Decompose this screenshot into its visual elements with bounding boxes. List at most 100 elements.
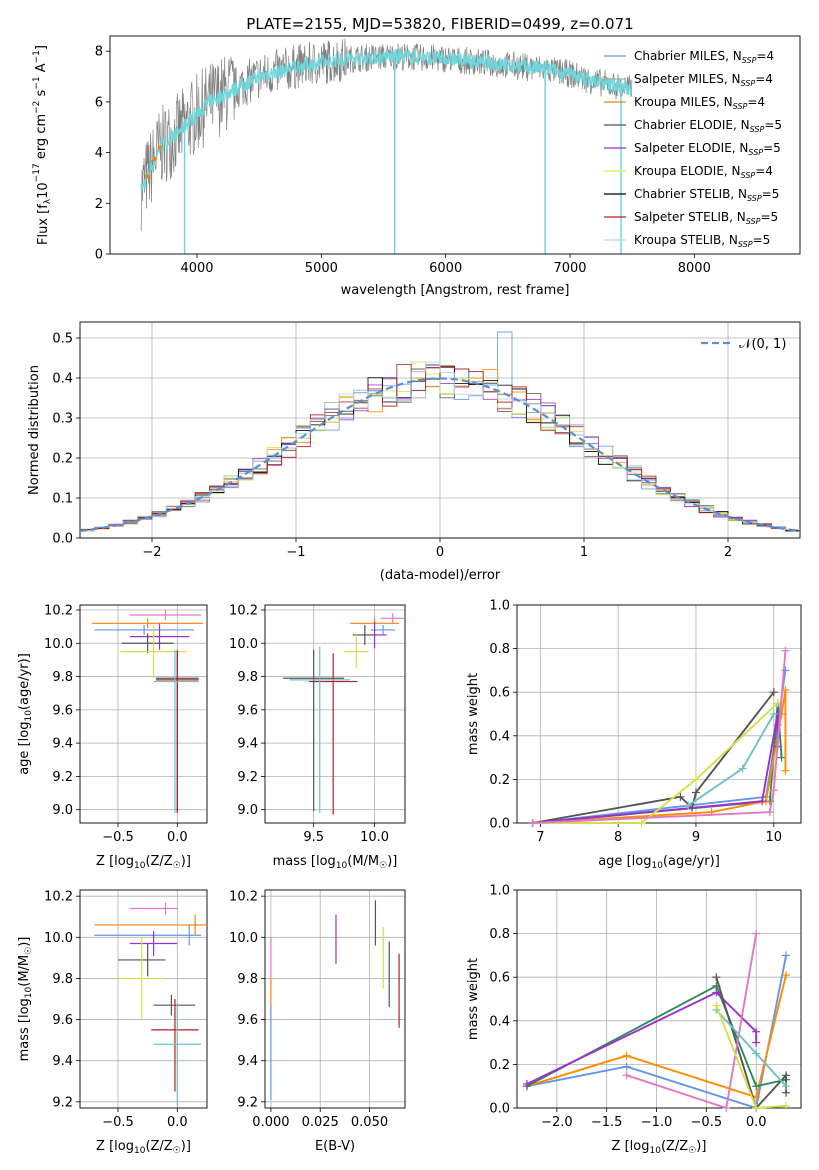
spectrum-chart: 4000 5000 6000 7000 8000 0 2 4 6 8 wavelength [Ang… [32,35,801,298]
legend-value: =4 [756,49,774,63]
y-label-part: −1 [32,50,42,63]
x-tick-label: −0.5 [102,830,134,845]
legend-label: Chabrier ELODIE, N [634,118,750,132]
label-subscript: ☉ [173,1146,181,1156]
label-part: (M/M [17,955,32,987]
legend-sub: SSP [747,194,762,203]
legend-sub: SSP [748,148,763,157]
label-part: age [log [598,854,651,869]
x-axis-label: Z [log10(Z/Z☉)] [96,1139,191,1156]
y-tick-label: 0.2 [489,773,510,788]
legend-value: =5 [760,210,778,224]
x-axis-label: Z [log10(Z/Z☉)] [96,854,191,871]
y-tick-label: 2 [95,197,103,212]
y-tick-label: 9.6 [237,703,258,718]
x-tick-label: 8000 [678,261,711,276]
plots-container: 4000 5000 6000 7000 8000 0 2 4 6 8 wavelength [Ang… [17,35,802,1156]
legend-sub: SSP [746,217,761,226]
mass_weight_vs_Z-chart: −2.0 −1.5 −1.0 −0.5 0.0 0.0 0.2 0.4 0.6 0.8 1.0 Z [… [466,884,802,1156]
legend-label: Salpeter STELIB, N [634,210,746,224]
y-tick-label: 9.2 [237,770,258,785]
x-tick-label: 0.000 [252,1115,289,1130]
label-subscript: 10 [134,1146,146,1156]
legend-label: Chabrier STELIB, N [634,187,747,201]
y-tick-label: 9.2 [237,1095,258,1110]
y-tick-label: 10.0 [229,637,258,652]
label-part: (Z/Z [661,1139,688,1154]
y-axis-label: Flux [fλ10−17 erg cm−2 s−1 A−1] [32,45,53,245]
y-tick-label: 9.8 [237,972,258,987]
y-tick-label: 10.0 [44,931,73,946]
legend-value: =4 [747,95,765,109]
axes-frame [109,35,801,255]
y-axis-label: Normed distribution [27,365,42,495]
x-axis-label: (data-model)/error [380,568,501,583]
y-tick-label: 0.3 [52,412,73,427]
weight-series-line [526,974,787,1099]
gaussian-curve [79,377,801,533]
label-part: (age/yr)] [663,854,720,869]
x-axis-label: E(B-V) [315,1139,355,1154]
label-part: )] [696,1139,706,1154]
x-tick-label: 10 [765,830,782,845]
legend-entry: Kroupa ELODIE, NSSP=4 [634,164,773,180]
label-part: age [log [17,722,32,775]
x-tick-label: −2.0 [541,1115,573,1130]
axes-frame [516,889,802,1109]
x-tick-label: 0 [436,545,444,560]
legend-sub: SSP [741,79,756,88]
mass_vs_Z-chart: −0.5 0.09.29.49.69.810.010.2Z [log10(Z/Z☉… [17,889,208,1156]
y-tick-label: 0.0 [52,532,73,547]
label-subscript: ☉ [173,861,181,871]
y-label-part: −17 [32,163,42,182]
x-tick-label: 1 [580,545,588,560]
spectrum-model-highlight [152,156,157,162]
y-label-part: −1 [32,76,42,89]
label-subscript: 10 [336,861,348,871]
legend-entry: Salpeter ELODIE, NSSP=5 [634,141,781,157]
legend-label: Salpeter MILES, N [634,72,741,86]
y-tick-label: 0.4 [489,1014,510,1029]
legend-sub: SSP [742,56,757,65]
weight-series-line [526,955,787,1110]
y-tick-label: 6 [95,95,103,110]
y-label-part: −2 [32,101,42,114]
x-tick-label: −0.5 [691,1115,723,1130]
label-part: (age/yr)] [17,653,32,710]
y-tick-label: 0.0 [489,1102,510,1117]
axes-frame [79,604,208,824]
legend-label: Chabrier MILES, N [634,49,742,63]
mass_vs_ebv-chart: 0.000 0.025 0.050 9.2 9.4 9.6 9.8 10.0 10.2 E(B-V… [229,889,406,1154]
y-tick-label: 9.6 [237,1013,258,1028]
y-tick-label: 9.2 [52,770,73,785]
y-tick-label: 1.0 [489,599,510,614]
legend-sub: SSP [741,171,756,180]
x-tick-label: −1.0 [641,1115,673,1130]
y-tick-label: 9.8 [52,670,73,685]
legend-entry: Salpeter STELIB, NSSP=5 [634,210,778,226]
legend-entry: Kroupa MILES, NSSP=4 [634,95,765,111]
label-part: Z [log [96,1139,134,1154]
histogram-series [80,361,800,532]
x-tick-label: 0.050 [351,1115,388,1130]
x-tick-label: −2 [142,545,161,560]
x-tick-label: 9.5 [303,830,324,845]
y-axis-label: mass [log10(M/M☉)] [17,937,34,1062]
y-tick-label: 9.4 [237,1054,258,1069]
y-tick-label: 8 [95,45,103,60]
label-subscript: 10 [134,861,146,871]
label-part: Z [log [612,1139,650,1154]
y-tick-label: 9.8 [52,972,73,987]
model-spectrum-line [140,48,633,194]
y-tick-label: 10.2 [229,603,258,618]
y-tick-label: 0.1 [52,492,73,507]
spectrum-model-highlight [157,145,162,150]
y-tick-label: 9.0 [52,803,73,818]
legend-label: Kroupa ELODIE, N [634,164,741,178]
y-tick-label: 0.8 [489,642,510,657]
axes-frame [264,604,406,824]
y-axis-label: age [log10(age/yr)] [17,653,34,775]
legend-value: =5 [753,233,771,247]
x-tick-label: 7000 [553,261,586,276]
